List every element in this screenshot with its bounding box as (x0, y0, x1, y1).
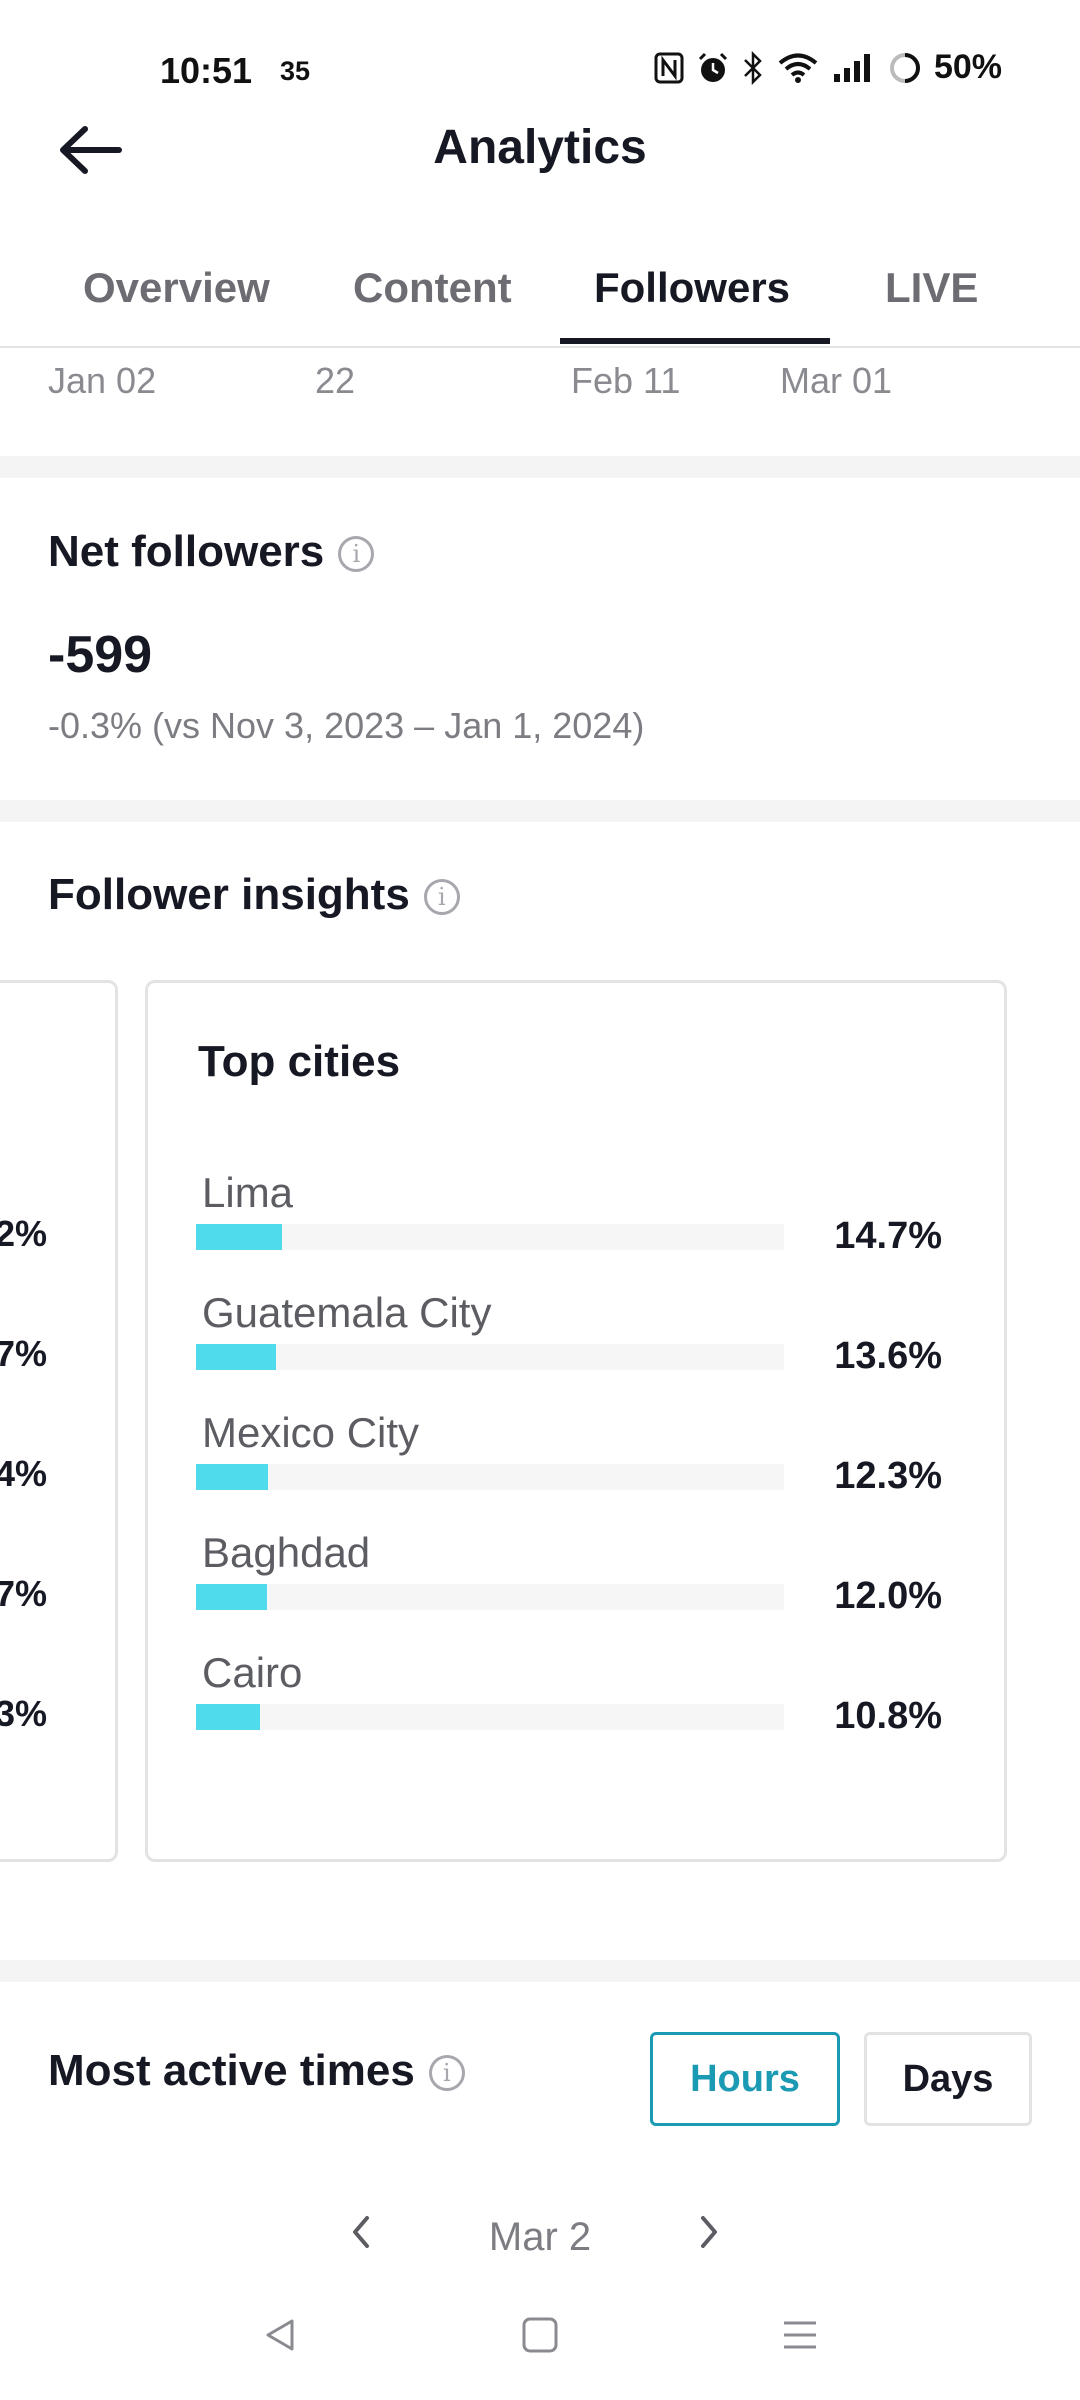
chart-x-label: Mar 01 (780, 360, 893, 401)
battery-icon (889, 52, 920, 83)
info-icon[interactable]: i (338, 536, 375, 573)
net-followers-comparison: -0.3% (vs Nov 3, 2023 – Jan 1, 2024) (48, 705, 645, 746)
status-time: 10:51 (160, 50, 253, 91)
previous-card-value: 2% (0, 1213, 47, 1254)
days-toggle-button[interactable]: Days (864, 2032, 1032, 2126)
section-divider (0, 1960, 1080, 1982)
city-bar (196, 1344, 276, 1370)
tab-content[interactable]: Content (353, 264, 512, 311)
city-percent: 12.0% (834, 1575, 942, 1617)
chart-x-label: Feb 11 (571, 360, 681, 401)
city-bar-track (196, 1344, 784, 1370)
city-bar-track (196, 1584, 784, 1610)
status-bar: 10:51 35 50% (0, 0, 1080, 110)
city-row: Cairo 10.8% (196, 1649, 956, 1769)
tab-live[interactable]: LIVE (885, 264, 979, 311)
net-followers-label: Net followers (48, 527, 325, 576)
nav-home-icon (522, 2317, 558, 2353)
wifi-icon (778, 53, 818, 83)
selected-date: Mar 2 (488, 2215, 592, 2259)
net-followers-title: Net followers i (48, 527, 375, 577)
next-date-button[interactable] (695, 2210, 725, 2265)
section-divider (0, 800, 1080, 822)
section-divider (0, 456, 1080, 478)
city-bar (196, 1584, 267, 1610)
nav-menu-button[interactable] (760, 2305, 840, 2365)
city-name: Guatemala City (202, 1289, 492, 1336)
bluetooth-icon (744, 50, 762, 85)
previous-card-value: 3% (0, 1693, 47, 1734)
city-percent: 13.6% (834, 1335, 942, 1377)
back-arrow-icon (60, 126, 122, 174)
alarm-icon (698, 52, 727, 82)
most-active-times-label: Most active times (48, 2046, 415, 2095)
active-tab-indicator (560, 338, 830, 344)
city-row: Mexico City 12.3% (196, 1409, 956, 1529)
nav-home-button[interactable] (500, 2305, 580, 2365)
tab-overview[interactable]: Overview (83, 264, 270, 311)
signal-icon (833, 53, 870, 82)
previous-card-value: .7% (0, 1573, 47, 1614)
city-bar (196, 1224, 282, 1250)
nav-menu-icon (784, 2321, 816, 2349)
status-extra: 35 (280, 56, 311, 86)
info-icon[interactable]: i (423, 879, 460, 916)
tab-followers[interactable]: Followers (594, 264, 791, 311)
page-title: Analytics (433, 121, 647, 174)
tab-bar: Overview Content Followers LIVE (0, 250, 1080, 348)
chevron-right-icon (701, 2216, 717, 2248)
nfc-icon (654, 52, 684, 83)
city-bar (196, 1464, 268, 1490)
follower-insights-label: Follower insights (48, 870, 410, 919)
city-row: Lima 14.7% (196, 1169, 956, 1289)
city-name: Mexico City (202, 1409, 420, 1456)
top-cities-card[interactable]: Top cities Lima 14.7% Guatemala City 13.… (145, 980, 1007, 1862)
city-bar-track (196, 1224, 784, 1250)
city-bar (196, 1704, 260, 1730)
city-name: Baghdad (202, 1529, 371, 1576)
city-name: Cairo (202, 1649, 303, 1696)
nav-back-button[interactable] (240, 2305, 320, 2365)
status-icons: 50% (654, 48, 1002, 87)
top-cities-title: Top cities (198, 1037, 401, 1086)
city-row: Baghdad 12.0% (196, 1529, 956, 1649)
city-percent: 10.8% (834, 1695, 942, 1737)
back-button[interactable] (40, 115, 140, 185)
chevron-left-icon (353, 2216, 369, 2248)
chart-x-label: 22 (315, 360, 356, 401)
info-icon[interactable]: i (428, 2055, 465, 2092)
previous-card-value: .7% (0, 1333, 47, 1374)
most-active-times-title: Most active times i (48, 2046, 465, 2096)
previous-date-button[interactable] (345, 2210, 375, 2265)
city-bar-track (196, 1704, 784, 1730)
previous-insight-card[interactable]: 2% .7% 4% .7% 3% (0, 980, 118, 1862)
battery-percent: 50% (933, 48, 1002, 86)
city-percent: 14.7% (834, 1215, 942, 1257)
chart-x-label: Jan 02 (48, 360, 157, 401)
city-bar-track (196, 1464, 784, 1490)
follower-insights-title: Follower insights i (48, 870, 460, 920)
nav-back-icon (266, 2319, 294, 2351)
previous-card-value: 4% (0, 1453, 47, 1494)
hours-toggle-button[interactable]: Hours (650, 2032, 840, 2126)
net-followers-value: -599 (48, 626, 153, 684)
city-row: Guatemala City 13.6% (196, 1289, 956, 1409)
city-name: Lima (202, 1169, 294, 1216)
city-percent: 12.3% (834, 1455, 942, 1497)
